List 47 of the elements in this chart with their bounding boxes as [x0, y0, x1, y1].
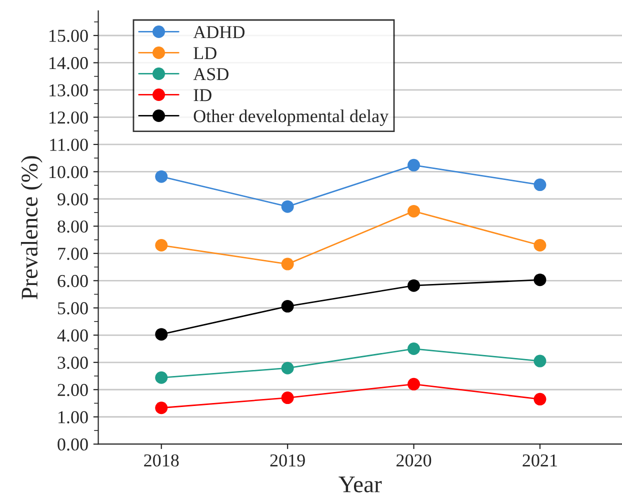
y-tick-label: 1.00: [58, 411, 88, 424]
x-tick-label: 2021: [522, 454, 557, 467]
y-tick-label: 4.00: [57, 329, 88, 342]
x-tick-label: 2019: [270, 454, 305, 467]
point: [155, 170, 168, 183]
point: [155, 371, 168, 384]
y-tick-label: 15.00: [50, 30, 88, 42]
point: [281, 258, 294, 270]
legend-label: ID: [194, 89, 212, 102]
point: [408, 204, 420, 218]
point: [534, 274, 546, 286]
y-tick-label: 12.00: [50, 111, 88, 124]
point: [281, 300, 294, 313]
y-tick-label: 6.00: [58, 274, 88, 288]
point: [155, 328, 168, 341]
legend-label: Other developmental delay: [194, 110, 389, 126]
y-tick-label: 3.00: [58, 356, 88, 369]
point: [408, 342, 420, 356]
point: [281, 362, 294, 374]
x-tick-label: 2018: [144, 454, 179, 467]
y-tick-label: 10.00: [50, 166, 88, 178]
x-axis-title: Year: [338, 476, 382, 492]
legend-label: ASD: [193, 68, 228, 80]
y-tick-label: 13.00: [50, 84, 88, 96]
point: [408, 158, 420, 172]
point: [408, 378, 420, 390]
point: [155, 402, 168, 414]
point: [408, 279, 420, 292]
x-tick-label: 2020: [396, 454, 432, 467]
point: [534, 354, 546, 368]
legend-label: LD: [194, 47, 216, 60]
y-tick-label: 5.00: [58, 302, 88, 314]
y-tick-label: 9.00: [58, 193, 88, 206]
point: [534, 178, 546, 192]
point: [281, 392, 294, 404]
point: [281, 200, 294, 213]
y-axis-title: Prevalence (%): [20, 156, 42, 300]
y-tick-label: 2.00: [58, 384, 88, 396]
y-tick-label: 0.00: [58, 438, 88, 451]
point: [155, 239, 168, 252]
y-tick-label: 8.00: [58, 220, 88, 233]
y-tick-label: 11.00: [50, 138, 88, 151]
point: [534, 239, 546, 252]
y-tick-label: 14.00: [50, 56, 88, 70]
legend-label: ADHD: [193, 26, 245, 38]
y-tick-label: 7.00: [58, 248, 88, 260]
point: [534, 392, 546, 406]
